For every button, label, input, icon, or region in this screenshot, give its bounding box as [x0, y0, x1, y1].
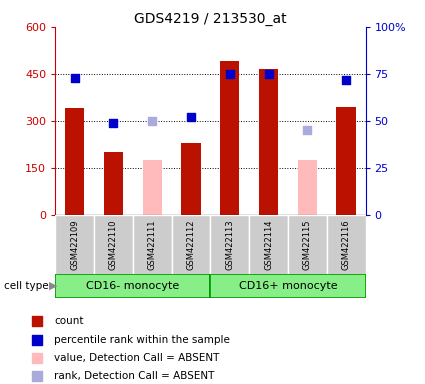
- Point: [227, 71, 233, 77]
- Bar: [337, 107, 356, 215]
- Bar: [210, 274, 366, 298]
- Bar: [172, 215, 210, 275]
- Point: [34, 318, 40, 324]
- Bar: [142, 160, 162, 215]
- Point: [34, 355, 40, 361]
- Point: [265, 71, 272, 77]
- Text: GSM422116: GSM422116: [342, 220, 351, 270]
- Point: [34, 337, 40, 343]
- Text: GSM422115: GSM422115: [303, 220, 312, 270]
- Text: value, Detection Call = ABSENT: value, Detection Call = ABSENT: [54, 353, 220, 363]
- Bar: [220, 61, 239, 215]
- Text: GSM422112: GSM422112: [187, 220, 196, 270]
- Text: cell type: cell type: [4, 281, 49, 291]
- Text: rank, Detection Call = ABSENT: rank, Detection Call = ABSENT: [54, 371, 215, 381]
- Bar: [55, 274, 210, 298]
- Bar: [133, 215, 172, 275]
- Text: GSM422110: GSM422110: [109, 220, 118, 270]
- Point: [187, 114, 194, 120]
- Bar: [55, 215, 94, 275]
- Bar: [65, 108, 84, 215]
- Bar: [259, 69, 278, 215]
- Point: [34, 373, 40, 379]
- Point: [304, 127, 311, 134]
- Bar: [210, 215, 249, 275]
- Bar: [104, 152, 123, 215]
- Text: GSM422114: GSM422114: [264, 220, 273, 270]
- Point: [343, 76, 349, 83]
- Bar: [181, 143, 201, 215]
- Text: GSM422113: GSM422113: [225, 220, 234, 270]
- Bar: [94, 215, 133, 275]
- Text: GSM422109: GSM422109: [70, 220, 79, 270]
- Text: percentile rank within the sample: percentile rank within the sample: [54, 335, 230, 345]
- Bar: [288, 215, 327, 275]
- Point: [71, 74, 78, 81]
- Text: GSM422111: GSM422111: [148, 220, 157, 270]
- Bar: [298, 160, 317, 215]
- Text: CD16- monocyte: CD16- monocyte: [86, 281, 179, 291]
- Text: count: count: [54, 316, 84, 326]
- Bar: [249, 215, 288, 275]
- Bar: [327, 215, 366, 275]
- Point: [110, 120, 117, 126]
- Title: GDS4219 / 213530_at: GDS4219 / 213530_at: [134, 12, 287, 26]
- Text: ▶: ▶: [49, 281, 57, 291]
- Text: CD16+ monocyte: CD16+ monocyte: [238, 281, 337, 291]
- Point: [149, 118, 156, 124]
